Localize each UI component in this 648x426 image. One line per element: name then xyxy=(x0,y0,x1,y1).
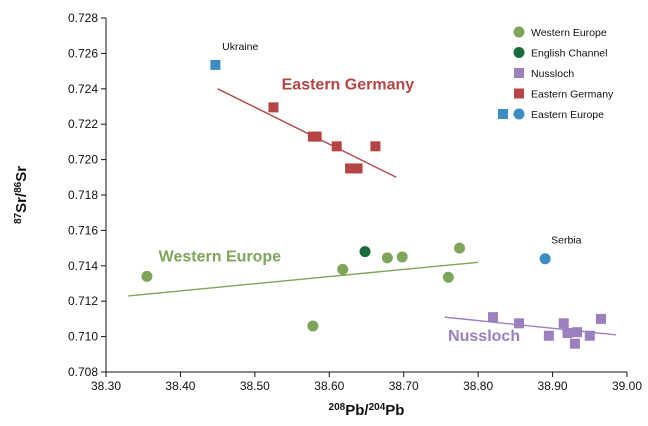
y-tick-label: 0.710 xyxy=(68,330,98,344)
x-tick-label: 38.50 xyxy=(240,379,270,393)
data-point xyxy=(311,131,322,142)
data-point xyxy=(268,102,279,113)
data-point xyxy=(345,163,356,174)
data-point xyxy=(543,330,554,341)
legend-marker xyxy=(513,26,525,38)
x-axis-title: 208Pb/204Pb xyxy=(329,402,405,420)
point-label: Ukraine xyxy=(222,41,258,53)
legend-marker xyxy=(513,47,525,58)
group-label: Eastern Germany xyxy=(282,77,415,94)
x-tick-label: 38.40 xyxy=(165,379,195,393)
legend: Western Europe English Channel Nussloch Eas… xyxy=(498,26,614,121)
y-tick-label: 0.720 xyxy=(68,153,98,167)
y-tick-label: 0.718 xyxy=(68,188,98,202)
annotations: Eastern Germany Western Europe Nussloch Ukr… xyxy=(159,41,582,345)
data-point xyxy=(352,163,363,174)
legend-label: Eastern Germany xyxy=(531,89,614,101)
data-point xyxy=(488,312,499,323)
data-point xyxy=(595,313,606,324)
data-points xyxy=(141,59,606,349)
y-tick-label: 0.714 xyxy=(68,259,98,273)
y-tick-label: 0.708 xyxy=(68,365,98,379)
data-point xyxy=(558,318,569,329)
trend-lines xyxy=(128,88,616,336)
data-point xyxy=(307,320,319,332)
x-tick-label: 38.70 xyxy=(389,379,419,393)
point-label: Serbia xyxy=(551,235,582,247)
y-tick-label: 0.728 xyxy=(68,11,98,25)
group-label: Nussloch xyxy=(448,328,520,345)
data-point xyxy=(396,251,408,263)
x-tick-label: 39.00 xyxy=(612,379,642,393)
data-point xyxy=(572,327,583,338)
x-tick-label: 38.80 xyxy=(463,379,493,393)
data-point xyxy=(584,330,595,341)
data-point xyxy=(381,252,393,264)
legend-marker xyxy=(514,68,524,78)
axes: 38.30 38.40 38.50 38.60 38.70 38.80 38.90 39.00… xyxy=(68,11,642,393)
x-tick-label: 38.30 xyxy=(91,379,121,393)
trend-line xyxy=(128,261,479,297)
data-point xyxy=(210,59,221,70)
y-tick-label: 0.712 xyxy=(68,294,98,308)
legend-label: Western Europe xyxy=(531,27,607,39)
y-tick-label: 0.724 xyxy=(68,82,98,96)
legend-marker xyxy=(498,109,508,119)
group-label: Western Europe xyxy=(159,248,282,265)
data-point xyxy=(359,246,371,258)
legend-label: Nussloch xyxy=(531,68,574,80)
axis-titles: 208Pb/204Pb 87Sr/86Sr xyxy=(13,166,405,419)
data-point xyxy=(337,263,349,275)
legend-marker xyxy=(513,108,525,120)
y-tick-label: 0.716 xyxy=(68,223,98,237)
data-point xyxy=(569,338,580,349)
data-point xyxy=(454,242,466,254)
data-point xyxy=(539,253,551,265)
data-point xyxy=(562,328,573,339)
legend-marker xyxy=(514,88,524,99)
y-tick-label: 0.722 xyxy=(68,117,98,131)
data-point xyxy=(370,141,381,152)
legend-label: Eastern Europe xyxy=(531,109,604,121)
y-axis-title: 87Sr/86Sr xyxy=(13,166,31,224)
trend-line xyxy=(217,88,397,178)
x-tick-label: 38.90 xyxy=(538,379,568,393)
data-point xyxy=(442,271,454,283)
data-point xyxy=(514,318,525,329)
data-point xyxy=(331,141,342,152)
y-tick-label: 0.726 xyxy=(68,46,98,60)
x-tick-label: 38.60 xyxy=(314,379,344,393)
data-point xyxy=(141,270,153,282)
legend-label: English Channel xyxy=(531,48,607,60)
